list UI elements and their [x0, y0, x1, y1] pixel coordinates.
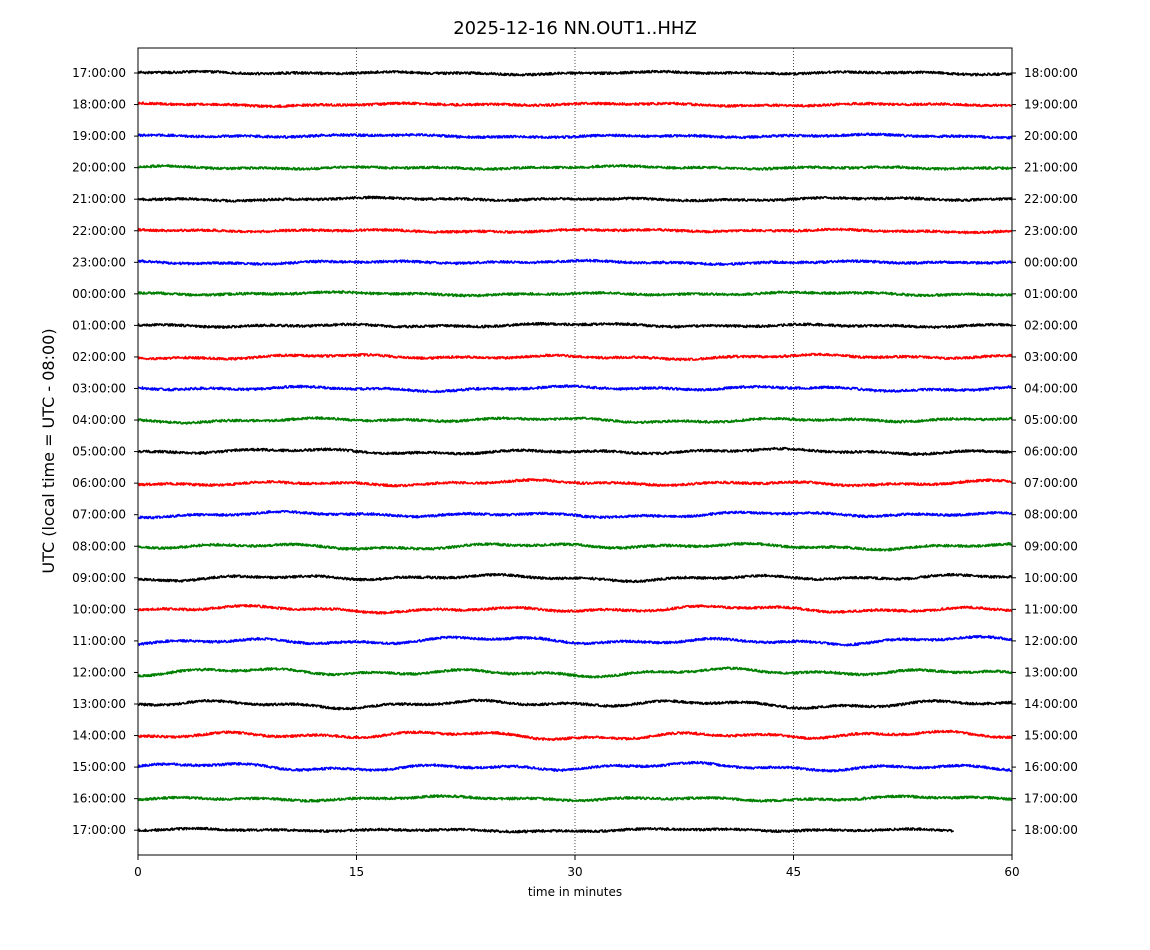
- y-tick-label-right: 01:00:00: [1024, 287, 1078, 301]
- y-tick-label-left: 22:00:00: [72, 224, 126, 238]
- y-tick-label-left: 17:00:00: [72, 66, 126, 80]
- trace-row: [137, 384, 1013, 394]
- trace-row: [137, 478, 1013, 488]
- y-tick-label-right: 23:00:00: [1024, 224, 1078, 238]
- trace-row: [137, 603, 1013, 615]
- trace-row: [137, 132, 1013, 140]
- x-axis-label: time in minutes: [528, 885, 622, 899]
- y-tick-label-left: 09:00:00: [72, 571, 126, 585]
- y-tick-label-right: 18:00:00: [1024, 66, 1078, 80]
- seismic-traces: [137, 69, 1013, 834]
- x-grid: [356, 48, 794, 855]
- y-axis-label: UTC (local time = UTC - 08:00): [39, 328, 58, 573]
- y-tick-label-left: 02:00:00: [72, 350, 126, 364]
- trace-row: [137, 416, 1013, 425]
- y-axis-right-ticks: 18:00:00 19:00:00 20:00:00 21:00:00 22:00:00…: [1012, 66, 1078, 837]
- y-tick-label-right: 14:00:00: [1024, 697, 1078, 711]
- y-tick-label-right: 04:00:00: [1024, 382, 1078, 396]
- y-tick-label-right: 19:00:00: [1024, 98, 1078, 112]
- trace-row: [137, 634, 1013, 647]
- y-tick-label-left: 15:00:00: [72, 760, 126, 774]
- trace-row: [137, 258, 1013, 267]
- y-tick-label-right: 16:00:00: [1024, 760, 1078, 774]
- trace-row: [137, 509, 1013, 520]
- x-axis-ticks: 0 15 30 45 60: [134, 855, 1020, 879]
- y-tick-label-right: 07:00:00: [1024, 476, 1078, 490]
- y-tick-label-left: 05:00:00: [72, 445, 126, 459]
- y-tick-label-left: 04:00:00: [72, 413, 126, 427]
- x-tick-label: 60: [1004, 865, 1019, 879]
- y-tick-label-left: 00:00:00: [72, 287, 126, 301]
- y-tick-label-right: 21:00:00: [1024, 161, 1078, 175]
- trace-row: [137, 729, 1013, 742]
- y-tick-label-right: 15:00:00: [1024, 729, 1078, 743]
- chart-title: 2025-12-16 NN.OUT1..HHZ: [453, 18, 697, 39]
- y-axis-left-ticks: 17:00:00 18:00:00 19:00:00 20:00:00 21:00:00…: [72, 66, 138, 837]
- y-tick-label-left: 17:00:00: [72, 823, 126, 837]
- trace-row: [137, 321, 1013, 330]
- trace-row: [137, 163, 1013, 171]
- y-tick-label-left: 07:00:00: [72, 508, 126, 522]
- y-tick-label-right: 05:00:00: [1024, 413, 1078, 427]
- y-tick-label-right: 17:00:00: [1024, 792, 1078, 806]
- trace-row: [137, 195, 1013, 203]
- y-tick-label-left: 06:00:00: [72, 476, 126, 490]
- trace-row: [137, 760, 1013, 773]
- y-tick-label-right: 12:00:00: [1024, 634, 1078, 648]
- trace-row: [137, 290, 1013, 298]
- y-tick-label-left: 18:00:00: [72, 98, 126, 112]
- y-tick-label-left: 12:00:00: [72, 665, 126, 679]
- trace-row: [137, 572, 1013, 584]
- y-tick-label-left: 21:00:00: [72, 192, 126, 206]
- trace-row: [137, 698, 1013, 711]
- trace-row: [137, 69, 1013, 77]
- y-tick-label-left: 23:00:00: [72, 255, 126, 269]
- y-tick-label-right: 22:00:00: [1024, 192, 1078, 206]
- y-tick-label-right: 02:00:00: [1024, 318, 1078, 332]
- y-tick-label-right: 00:00:00: [1024, 255, 1078, 269]
- y-tick-label-left: 01:00:00: [72, 318, 126, 332]
- x-tick-label: 0: [134, 865, 142, 879]
- y-tick-label-right: 18:00:00: [1024, 823, 1078, 837]
- y-tick-label-right: 09:00:00: [1024, 539, 1078, 553]
- y-tick-label-left: 20:00:00: [72, 161, 126, 175]
- trace-row: [137, 826, 955, 834]
- x-tick-label: 45: [786, 865, 801, 879]
- y-tick-label-left: 10:00:00: [72, 602, 126, 616]
- y-tick-label-left: 11:00:00: [72, 634, 126, 648]
- y-tick-label-left: 08:00:00: [72, 539, 126, 553]
- trace-row: [137, 446, 1013, 456]
- y-tick-label-right: 03:00:00: [1024, 350, 1078, 364]
- y-tick-label-right: 13:00:00: [1024, 665, 1078, 679]
- y-tick-label-left: 13:00:00: [72, 697, 126, 711]
- trace-row: [137, 227, 1013, 235]
- y-tick-label-right: 08:00:00: [1024, 508, 1078, 522]
- trace-row: [137, 541, 1013, 552]
- x-tick-label: 30: [567, 865, 582, 879]
- trace-row: [137, 666, 1013, 679]
- y-tick-label-left: 16:00:00: [72, 792, 126, 806]
- y-tick-label-right: 06:00:00: [1024, 445, 1078, 459]
- y-tick-label-right: 11:00:00: [1024, 602, 1078, 616]
- y-tick-label-right: 10:00:00: [1024, 571, 1078, 585]
- y-tick-label-left: 19:00:00: [72, 129, 126, 143]
- y-tick-label-left: 14:00:00: [72, 729, 126, 743]
- trace-row: [137, 101, 1013, 109]
- y-tick-label-left: 03:00:00: [72, 382, 126, 396]
- y-tick-label-right: 20:00:00: [1024, 129, 1078, 143]
- trace-row: [137, 352, 1013, 362]
- x-tick-label: 15: [349, 865, 364, 879]
- trace-row: [137, 794, 1013, 803]
